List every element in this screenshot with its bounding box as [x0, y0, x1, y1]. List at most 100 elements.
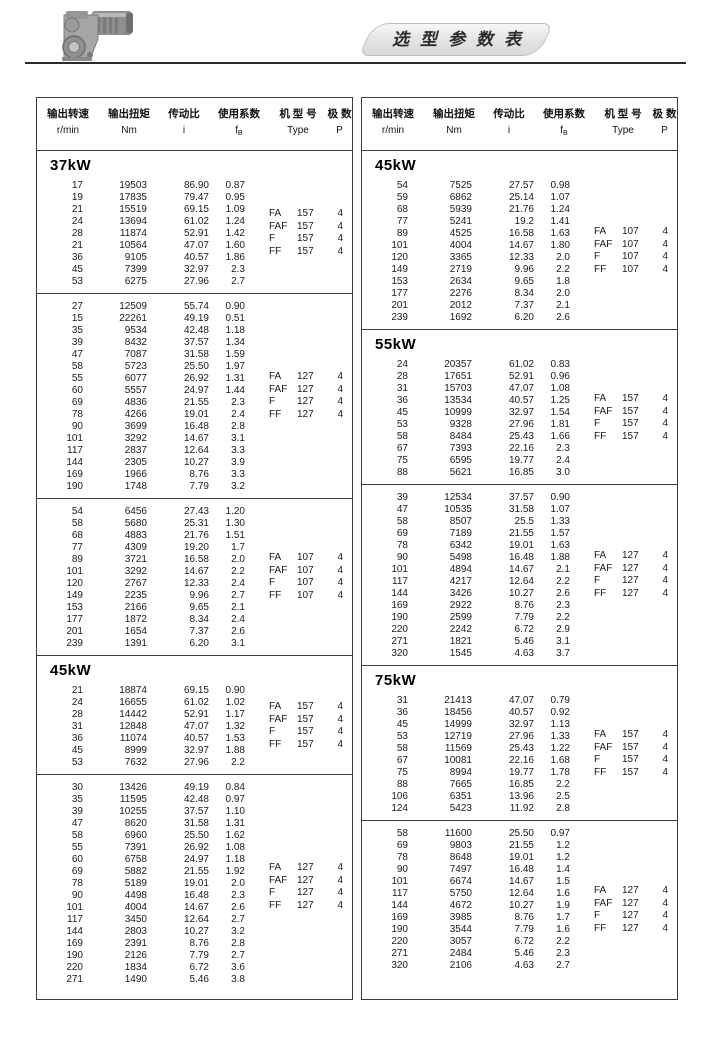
cell-output-torque: 12848: [119, 721, 147, 732]
cell-output-torque: 11595: [119, 794, 147, 805]
cell-output-torque: 22261: [119, 313, 147, 324]
cell-output-torque: 8648: [449, 852, 472, 863]
cell-output-torque: 2242: [449, 624, 472, 635]
cell-output-speed: 271: [391, 948, 408, 959]
cell-output-speed: 36: [71, 733, 83, 744]
table-row: 88 5621 16.85 3.0: [362, 467, 677, 479]
table-row: 39 8432 37.57 1.34: [37, 337, 352, 349]
table-row: 201 1654 7.37 2.6: [37, 626, 352, 638]
cell-service-factor: 3.0: [556, 467, 570, 478]
cell-output-speed: 239: [391, 312, 408, 323]
cell-ratio: 49.19: [183, 782, 209, 793]
type-size: 127: [297, 887, 314, 898]
cell-ratio: 6.20: [514, 312, 534, 323]
cell-service-factor: 3.6: [231, 962, 245, 973]
cell-ratio: 25.50: [183, 361, 209, 372]
cell-service-factor: 1.9: [556, 900, 570, 911]
cell-ratio: 12.64: [508, 888, 534, 899]
column-label-cn: 极 数: [652, 108, 677, 120]
cell-output-speed: 90: [71, 890, 83, 901]
cell-service-factor: 1.51: [225, 530, 245, 541]
cell-ratio: 16.58: [183, 554, 209, 565]
type-size: 127: [622, 885, 639, 896]
cell-output-speed: 45: [396, 719, 408, 730]
cell-output-torque: 13534: [444, 395, 472, 406]
cell-service-factor: 1.2: [556, 852, 570, 863]
column-label-cn: 传动比: [168, 108, 200, 120]
table-row: 17 19503 86.90 0.87: [37, 180, 352, 192]
poles-value: 4: [662, 226, 668, 237]
cell-service-factor: 2.2: [556, 936, 570, 947]
cell-output-torque: 2484: [449, 948, 472, 959]
model-type-row: FAF 127 4: [594, 898, 668, 911]
cell-service-factor: 2.2: [231, 757, 245, 768]
table-row: 101 4894 14.67 2.1: [362, 564, 677, 576]
type-prefix: FAF: [594, 897, 613, 909]
cell-output-torque: 11569: [444, 743, 472, 754]
cell-ratio: 69.15: [183, 204, 209, 215]
table-row: 271 1821 5.46 3.1: [362, 636, 677, 648]
cell-output-speed: 75: [396, 767, 408, 778]
cell-output-torque: 12509: [119, 301, 147, 312]
power-section: 27 12509 55.74 0.90 15 22261 49.19 0.51 35 9534 42…: [37, 293, 352, 498]
cell-output-speed: 190: [66, 950, 83, 961]
cell-output-speed: 69: [71, 397, 83, 408]
cell-output-torque: 5621: [449, 467, 472, 478]
table-row: 69 5882 21.55 1.92: [37, 866, 352, 878]
cell-ratio: 25.50: [183, 830, 209, 841]
table-row: 239 1391 6.20 3.1: [37, 638, 352, 650]
type-prefix: F: [269, 396, 276, 407]
cell-output-torque: 14999: [444, 719, 472, 730]
type-prefix: FF: [594, 263, 607, 275]
cell-output-torque: 2803: [124, 926, 147, 937]
cell-output-torque: 9803: [449, 840, 472, 851]
type-prefix: FAF: [594, 741, 613, 753]
data-rows: 24 20357 61.02 0.83 28 17651 52.91 0.96 31 15703 4…: [362, 359, 677, 479]
cell-output-speed: 101: [391, 564, 408, 575]
poles-value: 4: [662, 910, 668, 921]
cell-service-factor: 1.31: [225, 818, 245, 829]
table-row: 35 11595 42.48 0.97: [37, 794, 352, 806]
cell-ratio: 19.77: [508, 455, 534, 466]
type-size: 157: [622, 393, 639, 404]
model-type-row: F 157 4: [594, 418, 668, 431]
table-row: 169 2391 8.76 2.8: [37, 938, 352, 950]
cell-service-factor: 1.22: [550, 743, 570, 754]
cell-service-factor: 0.92: [550, 707, 570, 718]
cell-service-factor: 1.20: [225, 506, 245, 517]
cell-service-factor: 1.33: [550, 731, 570, 742]
cell-service-factor: 2.1: [231, 602, 245, 613]
cell-service-factor: 1.24: [550, 204, 570, 215]
cell-output-torque: 15703: [444, 383, 472, 394]
cell-service-factor: 1.63: [550, 228, 570, 239]
model-type-row: FF 107 4: [594, 264, 668, 277]
table-row: 36 11074 40.57 1.53: [37, 733, 352, 745]
table-row: 89 4525 16.58 1.63: [362, 228, 677, 240]
cell-ratio: 11.92: [509, 803, 534, 814]
factor-symbol: f: [560, 125, 564, 136]
cell-ratio: 8.76: [514, 912, 534, 923]
table-header: 输出转速 r/min 输出扭矩 Nm 传动比 i 使用系数 fB 机 型 号 Type 极 数 P: [362, 98, 677, 151]
table-row: 169 1966 8.76 3.3: [37, 469, 352, 481]
poles-value: 4: [337, 738, 343, 750]
type-size: 157: [622, 418, 639, 429]
table-row: 53 7632 27.96 2.2: [37, 757, 352, 769]
model-type-block: FA 127 4 FAF 127 4 F 127 4 FF 127 4: [594, 550, 668, 600]
type-size: 127: [622, 575, 639, 586]
table-row: 47 7087 31.58 1.59: [37, 349, 352, 361]
type-size: 157: [622, 729, 639, 740]
cell-service-factor: 1.08: [225, 842, 245, 853]
cell-service-factor: 0.90: [225, 301, 245, 312]
cell-output-torque: 4309: [124, 542, 147, 553]
column-label-cn: 极 数: [327, 108, 352, 120]
cell-service-factor: 1.32: [225, 721, 245, 732]
model-type-block: FA 127 4 FAF 127 4 F 127 4 FF 127 4: [269, 862, 343, 912]
model-type-row: F 157 4: [269, 233, 343, 246]
cell-output-torque: 10564: [119, 240, 147, 251]
power-section: 30 13426 49.19 0.84 35 11595 42.48 0.97 39 10255 3…: [37, 774, 352, 999]
cell-output-speed: 190: [391, 924, 408, 935]
table-row: 78 8648 19.01 1.2: [362, 852, 677, 864]
type-prefix: FF: [269, 408, 282, 420]
table-row: 117 5750 12.64 1.6: [362, 888, 677, 900]
cell-output-speed: 320: [391, 648, 408, 659]
